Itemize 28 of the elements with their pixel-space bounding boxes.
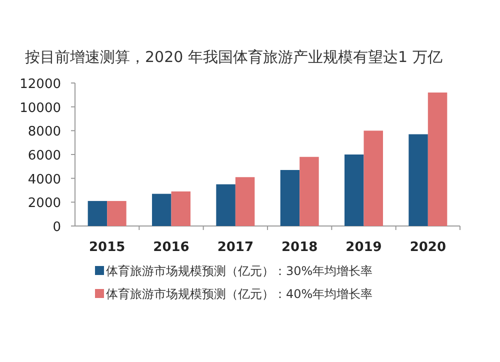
bar [364,130,383,226]
x-tick-label: 2016 [153,240,190,255]
x-tick-label: 2015 [88,240,126,255]
bar [235,177,255,226]
legend-label: 体育旅游市场规模预测（亿元）：40%年均增长率 [106,287,373,301]
x-tick-label: 2018 [281,240,318,255]
bar [344,154,364,226]
x-tick-label: 2019 [346,240,382,255]
bar [107,200,126,226]
bar [152,194,172,226]
chart-title: 按目前增速测算，2020 年我国体育旅游产业规模有望达1 万亿 [25,48,442,66]
bar [171,191,190,226]
bar [88,200,108,226]
y-tick-label: 6000 [28,148,61,164]
y-tick-label: 2000 [28,196,61,212]
bar [280,170,300,226]
y-tick-label: 8000 [28,124,61,140]
y-tick-label: 4000 [28,172,61,188]
y-tick-label: 10000 [20,100,61,116]
legend-label: 体育旅游市场规模预测（亿元）：30%年均增长率 [106,264,373,278]
y-tick-label: 12000 [20,77,61,92]
bar [216,184,236,226]
x-tick-label: 2020 [410,240,446,255]
y-tick-label: 0 [52,220,61,235]
bar [428,92,448,226]
bar [408,134,428,226]
x-tick-label: 2017 [217,240,254,255]
bar [300,156,319,226]
